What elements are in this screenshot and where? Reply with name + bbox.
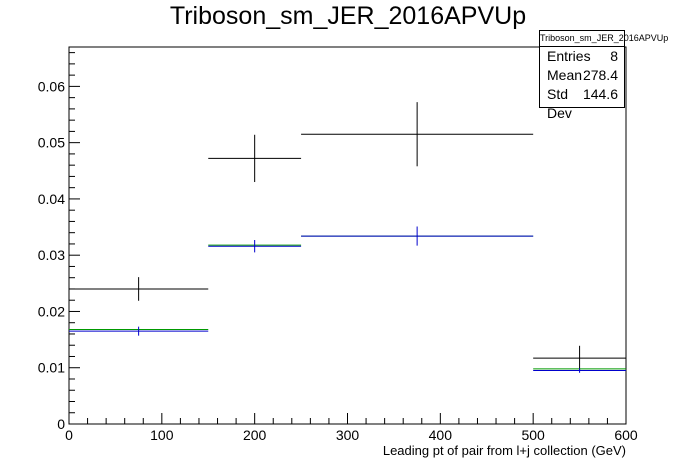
data-marks xyxy=(69,102,626,373)
stddev-label: Std Dev xyxy=(547,86,572,121)
chart-title: Triboson_sm_JER_2016APVUp xyxy=(169,2,527,30)
axes: 0 100 200 300 400 500 600 0 0.01 0.02 0.03 0.04 0.05… xyxy=(38,52,638,443)
stats-entries-row: Entries 8 xyxy=(540,47,624,66)
stats-header: Triboson_sm_JER_2016APVUp xyxy=(540,31,668,47)
y-tick-label: 0.02 xyxy=(38,303,65,319)
entries-value: 8 xyxy=(610,48,618,64)
stats-stddev-row: Std Dev 144.6 xyxy=(540,85,624,121)
y-tick-label: 0.05 xyxy=(38,135,65,151)
x-tick-label: 500 xyxy=(521,427,545,443)
x-tick-label: 200 xyxy=(243,427,267,443)
x-tick-label: 600 xyxy=(614,427,638,443)
y-tick-label: 0.04 xyxy=(38,191,65,207)
entries-label: Entries xyxy=(547,48,591,64)
x-tick-label: 100 xyxy=(150,427,174,443)
x-axis-title: Leading pt of pair from l+j collection (… xyxy=(382,443,626,458)
y-tick-label: 0.01 xyxy=(38,360,65,376)
y-tick-label: 0.03 xyxy=(38,247,65,263)
stats-box: Triboson_sm_JER_2016APVUp Entries 8 Mean… xyxy=(539,30,668,121)
x-tick-label: 400 xyxy=(429,427,453,443)
x-tick-label: 0 xyxy=(65,427,73,443)
y-tick-label: 0 xyxy=(57,416,65,432)
mean-label: Mean xyxy=(547,67,583,83)
x-tick-label: 300 xyxy=(336,427,360,443)
mean-value: 278.4 xyxy=(582,67,618,83)
y-tick-label: 0.06 xyxy=(38,78,65,94)
stats-mean-row: Mean 278.4 xyxy=(540,66,624,85)
stddev-value: 144.6 xyxy=(582,86,618,102)
